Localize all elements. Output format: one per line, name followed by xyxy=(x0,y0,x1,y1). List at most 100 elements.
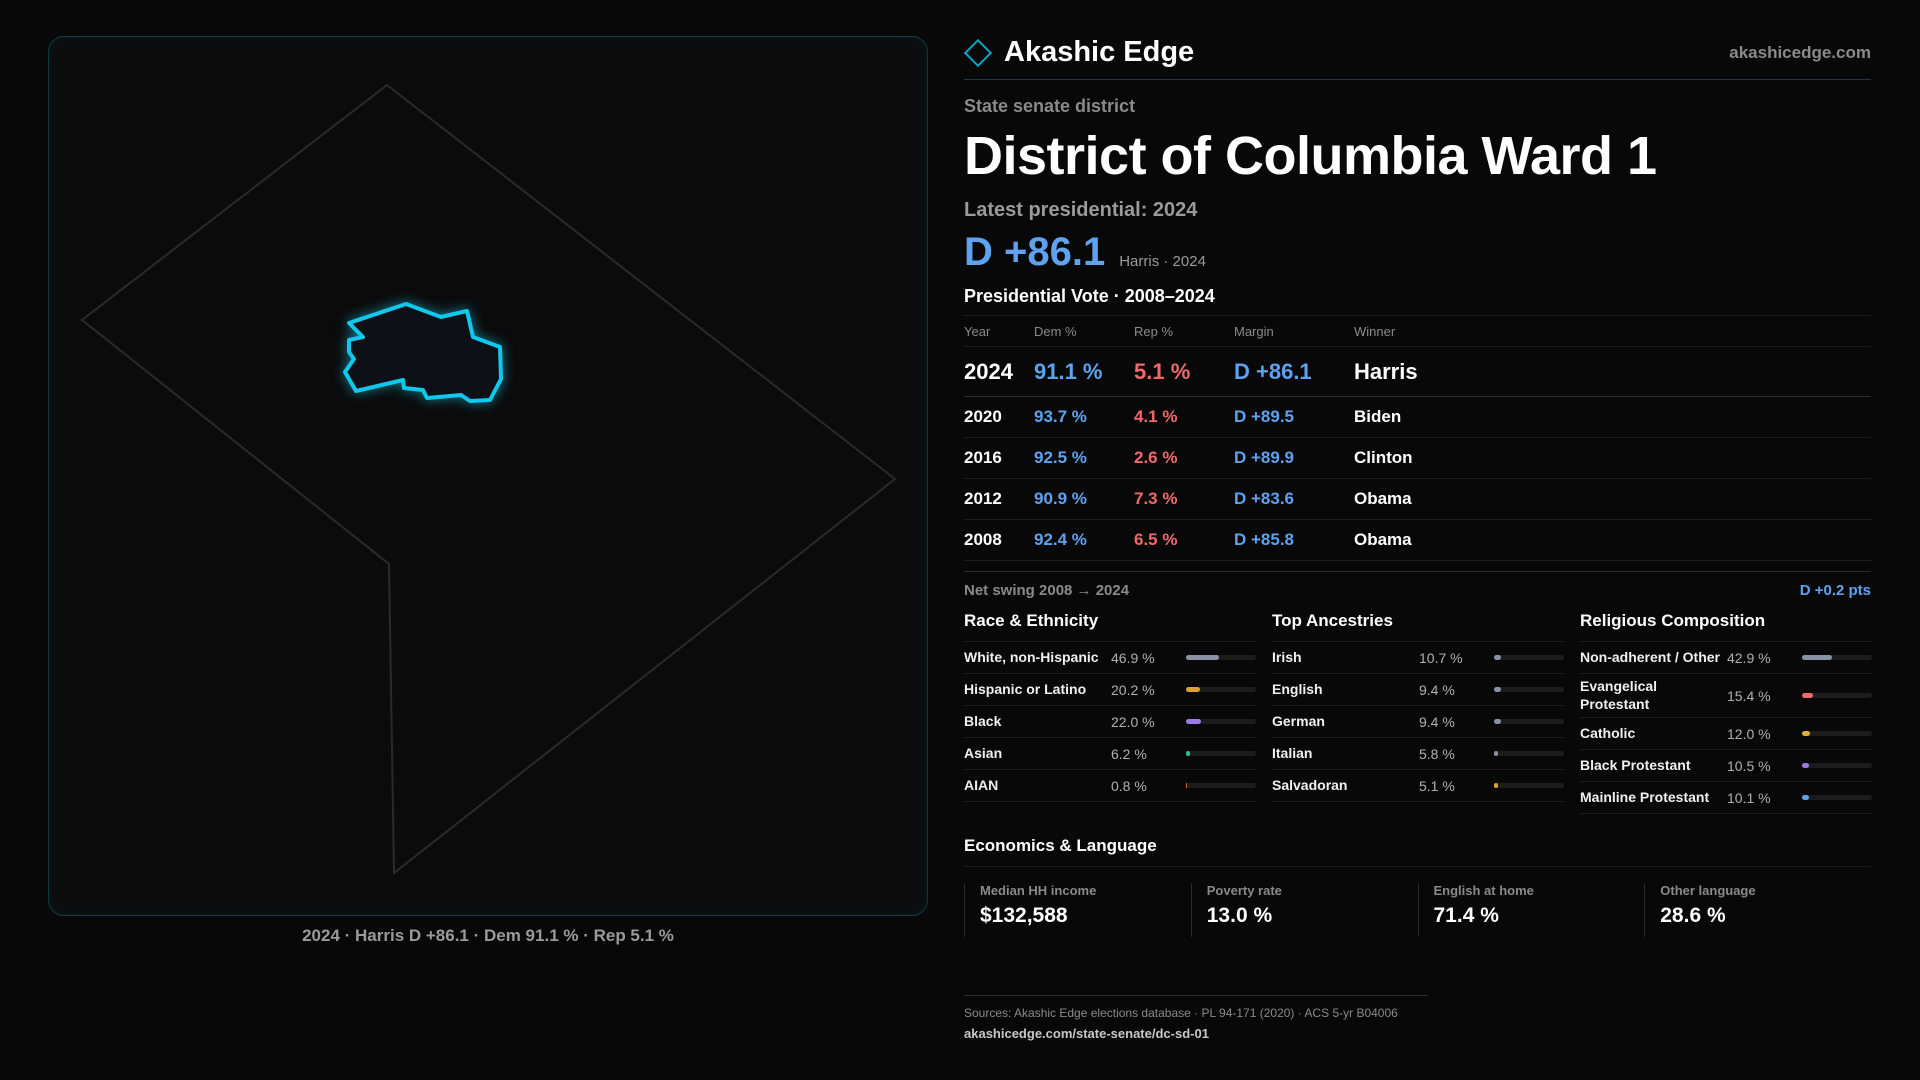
bar-fill xyxy=(1802,693,1813,698)
item-label: Mainline Protestant xyxy=(1580,788,1710,805)
table-row: 2012 90.9 % 7.3 % D +83.6 Obama xyxy=(964,478,1871,520)
religion-title: Religious Composition xyxy=(1580,611,1872,642)
item-percent: 10.7 % xyxy=(1419,649,1463,666)
item-percent: 46.9 % xyxy=(1111,649,1155,666)
stat-label: Median HH income xyxy=(980,883,1097,898)
bar-fill xyxy=(1802,731,1811,736)
bar-track xyxy=(1186,751,1256,756)
cell-margin: D +89.9 xyxy=(1234,437,1354,479)
cell-winner: Harris xyxy=(1354,346,1871,397)
item-label: Italian xyxy=(1272,744,1313,761)
list-item: English 9.4 % xyxy=(1272,674,1564,706)
bar-track xyxy=(1802,795,1872,800)
list-item: Hispanic or Latino 20.2 % xyxy=(964,674,1256,706)
bar-fill xyxy=(1186,655,1219,660)
col-year: Year xyxy=(964,315,1034,347)
cell-year: 2016 xyxy=(964,437,1034,479)
item-label: Irish xyxy=(1272,648,1302,665)
table-row: 2024 91.1 % 5.1 % D +86.1 Harris xyxy=(964,346,1871,397)
sources-text: Sources: Akashic Edge elections database… xyxy=(964,1006,1398,1020)
list-item: Non-adherent / Other 42.9 % xyxy=(1580,642,1872,674)
cell-rep: 5.1 % xyxy=(1134,346,1234,397)
item-percent: 9.4 % xyxy=(1419,713,1455,730)
bar-fill xyxy=(1494,655,1502,660)
latest-presidential-label: Latest presidential: 2024 xyxy=(964,199,1198,221)
table-row: 2016 92.5 % 2.6 % D +89.9 Clinton xyxy=(964,437,1871,479)
site-link[interactable]: akashicedge.com xyxy=(1729,42,1871,62)
header: Akashic Edge akashicedge.com xyxy=(963,30,1871,80)
col-dem: Dem % xyxy=(1034,315,1134,347)
cell-rep: 4.1 % xyxy=(1134,396,1234,438)
votes-table: Year Dem % Rep % Margin Winner 2024 91.1… xyxy=(964,315,1871,561)
item-label: Black Protestant xyxy=(1580,756,1691,773)
brand[interactable]: Akashic Edge xyxy=(963,36,1194,69)
bar-track xyxy=(1186,687,1256,692)
table-row: 2020 93.7 % 4.1 % D +89.5 Biden xyxy=(964,396,1871,438)
bar-track xyxy=(1802,693,1872,698)
bar-track xyxy=(1802,731,1872,736)
bar-fill xyxy=(1494,719,1501,724)
bar-track xyxy=(1186,655,1256,660)
item-percent: 10.1 % xyxy=(1727,789,1771,806)
item-percent: 10.5 % xyxy=(1727,757,1771,774)
bar-track xyxy=(1494,655,1564,660)
cell-year: 2020 xyxy=(964,396,1034,438)
item-percent: 42.9 % xyxy=(1727,649,1771,666)
item-label: Evangelical Protestant xyxy=(1580,678,1658,712)
list-item: Catholic 12.0 % xyxy=(1580,718,1872,750)
list-item: Black Protestant 10.5 % xyxy=(1580,750,1872,782)
cell-margin: D +89.5 xyxy=(1234,396,1354,438)
item-label: Asian xyxy=(964,744,1003,761)
cell-dem: 92.5 % xyxy=(1034,437,1134,479)
district-map[interactable] xyxy=(49,37,929,917)
bar-fill xyxy=(1802,763,1810,768)
map-panel[interactable] xyxy=(48,36,928,916)
stat-english-at-home: English at home 71.4 % xyxy=(1417,883,1645,937)
cell-margin: D +86.1 xyxy=(1234,346,1354,397)
item-label: Black xyxy=(964,712,1002,729)
list-item: German 9.4 % xyxy=(1272,706,1564,738)
item-percent: 22.0 % xyxy=(1111,713,1155,730)
list-item: Evangelical Protestant 15.4 % xyxy=(1580,674,1872,718)
cell-margin: D +85.8 xyxy=(1234,519,1354,561)
diamond-icon xyxy=(963,38,993,67)
ancestry-rows: Irish 10.7 % English 9.4 % German 9.4 % Italia… xyxy=(1272,642,1564,802)
stat-label: Other language xyxy=(1660,883,1756,898)
cell-dem: 92.4 % xyxy=(1034,519,1134,561)
item-percent: 12.0 % xyxy=(1727,725,1771,742)
item-percent: 6.2 % xyxy=(1111,745,1147,762)
item-percent: 15.4 % xyxy=(1727,687,1771,704)
item-label: German xyxy=(1272,712,1325,729)
col-margin: Margin xyxy=(1234,315,1354,347)
stat-value: 71.4 % xyxy=(1433,904,1499,927)
latest-margin-value: D +86.1 xyxy=(964,230,1106,274)
stat-median-income: Median HH income $132,588 xyxy=(964,883,1191,937)
list-item: Italian 5.8 % xyxy=(1272,738,1564,770)
item-percent: 20.2 % xyxy=(1111,681,1155,698)
bar-track xyxy=(1494,751,1564,756)
cell-dem: 91.1 % xyxy=(1034,346,1134,397)
cell-rep: 6.5 % xyxy=(1134,519,1234,561)
item-percent: 9.4 % xyxy=(1419,681,1455,698)
bar-fill xyxy=(1494,751,1499,756)
col-rep: Rep % xyxy=(1134,315,1234,347)
ward-1-shape[interactable] xyxy=(343,302,503,403)
item-label: Salvadoran xyxy=(1272,776,1348,793)
item-percent: 5.1 % xyxy=(1419,777,1455,794)
race-rows: White, non-Hispanic 46.9 % Hispanic or Lat… xyxy=(964,642,1256,802)
stat-other-language: Other language 28.6 % xyxy=(1644,883,1871,937)
cell-winner: Obama xyxy=(1354,519,1871,561)
votes-title: Presidential Vote · 2008–2024 xyxy=(964,286,1215,306)
list-item: Black 22.0 % xyxy=(964,706,1256,738)
sources-url[interactable]: akashicedge.com/state-senate/dc-sd-01 xyxy=(964,1026,1209,1041)
bar-track xyxy=(1494,687,1564,692)
cell-year: 2008 xyxy=(964,519,1034,561)
list-item: Salvadoran 5.1 % xyxy=(1272,770,1564,802)
bar-track xyxy=(1802,655,1872,660)
latest-margin-sub: Harris · 2024 xyxy=(1119,253,1206,270)
cell-winner: Biden xyxy=(1354,396,1871,438)
ancestry-title: Top Ancestries xyxy=(1272,611,1564,642)
bar-track xyxy=(1494,719,1564,724)
cell-rep: 2.6 % xyxy=(1134,437,1234,479)
district-type: State senate district xyxy=(964,96,1136,116)
